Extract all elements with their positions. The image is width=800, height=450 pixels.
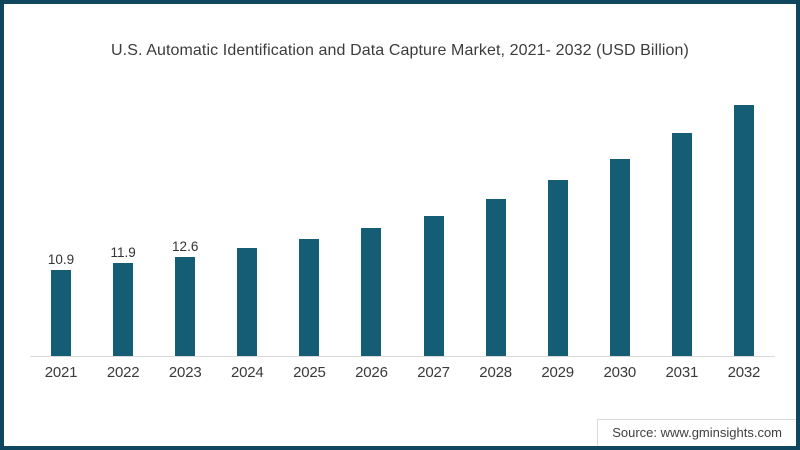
x-tick-label-2025: 2025 (293, 364, 326, 381)
x-tick-label-2027: 2027 (417, 364, 450, 381)
bar-column: 11.9 (92, 100, 154, 356)
x-axis-ticks-row: 2021 2022 2023 2024 2025 2026 2027 2028 2029 2030… (30, 364, 775, 381)
chart-title: U.S. Automatic Identification and Data C… (111, 42, 689, 59)
x-tick-label-2023: 2023 (168, 364, 202, 381)
x-tick-label-2032: 2032 (727, 364, 761, 381)
bar-column (589, 100, 651, 356)
bar-2031 (671, 133, 692, 356)
bar-2027 (423, 215, 444, 356)
bar-2030 (609, 159, 630, 356)
bar-2021 (51, 270, 72, 356)
x-tick-label-2022: 2022 (106, 364, 140, 381)
bar-2023 (175, 257, 196, 356)
x-tick-label-2024: 2024 (230, 364, 264, 381)
bar-value-label: 12.6 (172, 239, 199, 255)
x-tick-label-2029: 2029 (541, 364, 574, 381)
x-tick-label-2026: 2026 (355, 364, 388, 381)
plot-area: 10.9 11.9 12.6 (30, 100, 775, 357)
bar-2024 (237, 247, 258, 356)
bar-2022 (113, 262, 134, 356)
bar-column (216, 100, 278, 356)
bar-column: 10.9 (30, 100, 92, 356)
bar-2028 (485, 199, 506, 356)
x-tick-label-2028: 2028 (479, 364, 512, 381)
x-tick-label-2021: 2021 (44, 364, 78, 381)
bar-value-label: 11.9 (110, 244, 136, 260)
bar-column: 12.6 (154, 100, 216, 356)
x-tick-label-2030: 2030 (603, 364, 637, 381)
bar-column (278, 100, 340, 356)
x-tick-label-2031: 2031 (665, 364, 699, 381)
bar-column (340, 100, 402, 356)
bar-2026 (361, 228, 382, 356)
bar-column (402, 100, 464, 356)
bar-column (465, 100, 527, 356)
bar-2029 (547, 180, 568, 356)
bar-column (651, 100, 713, 356)
bar-value-label: 10.9 (47, 252, 75, 268)
bar-2032 (733, 104, 754, 356)
source-credit: Source: www.gminsights.com (597, 419, 796, 446)
bar-column (527, 100, 589, 356)
bar-column (713, 100, 775, 356)
bar-2025 (299, 239, 320, 356)
